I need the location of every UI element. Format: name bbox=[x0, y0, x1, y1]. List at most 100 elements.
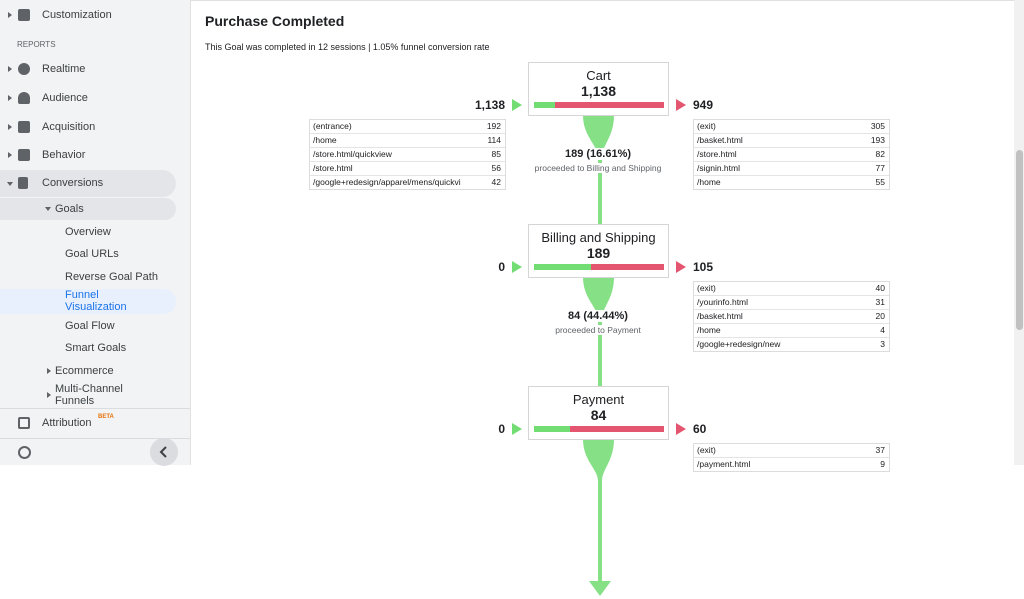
proceeded-to: proceeded to Billing and Shipping bbox=[532, 163, 664, 173]
nav-item[interactable]: Attribution bbox=[42, 417, 92, 429]
icon bbox=[18, 9, 30, 21]
stage-name: Cart bbox=[586, 68, 611, 83]
table-row: /google+redesign/apparel/mens/quickvi 42 bbox=[310, 176, 505, 189]
nav-item[interactable]: Audience bbox=[42, 92, 88, 104]
caret bbox=[8, 152, 12, 158]
divider bbox=[0, 408, 190, 409]
entry-arrow bbox=[512, 261, 522, 273]
funnel-arrow bbox=[583, 277, 614, 434]
icon bbox=[18, 121, 30, 133]
stage-name: Payment bbox=[572, 392, 625, 407]
table-row: /home 114 bbox=[310, 134, 505, 148]
divider bbox=[0, 438, 190, 439]
page-table: (exit) 37/payment.html 9 bbox=[693, 443, 890, 472]
icon bbox=[18, 177, 28, 189]
table-row: /yourinfo.html 31 bbox=[694, 296, 889, 310]
page-path: /basket.html bbox=[697, 135, 743, 145]
settings-icon[interactable] bbox=[18, 446, 31, 459]
top-border bbox=[191, 0, 1014, 1]
nav-item[interactable]: Reverse Goal Path bbox=[65, 271, 158, 283]
report-title: Purchase Completed bbox=[205, 13, 345, 29]
page-table: (exit) 305/basket.html 193/store.html 82/si… bbox=[693, 119, 890, 190]
page-path: /basket.html bbox=[697, 311, 743, 321]
nav-item[interactable]: Acquisition bbox=[42, 121, 96, 133]
beta-badge: BETA bbox=[98, 414, 114, 420]
page-count: 37 bbox=[875, 445, 885, 455]
nav-item[interactable]: Goal URLs bbox=[65, 248, 119, 260]
table-row: /google+redesign/new 3 bbox=[694, 338, 889, 351]
table-row: /payment.html 9 bbox=[694, 458, 889, 471]
page-count: 193 bbox=[870, 135, 885, 145]
nav-item[interactable]: Goal Flow bbox=[65, 320, 115, 332]
nav-item-selected[interactable]: Funnel Visualization bbox=[65, 289, 127, 313]
page-path: /home bbox=[697, 177, 721, 187]
caret bbox=[45, 207, 51, 211]
page-count: 20 bbox=[875, 311, 885, 321]
proceeded: 189 (16.61%) proceeded to Billing and Shi… bbox=[528, 146, 668, 174]
entry-arrow bbox=[512, 99, 522, 111]
table-row: /store.html 82 bbox=[694, 148, 889, 162]
funnel-shape bbox=[583, 277, 614, 434]
table-row: /home 55 bbox=[694, 176, 889, 189]
entrances: 0 bbox=[498, 422, 505, 436]
nav-item[interactable]: Conversions bbox=[42, 177, 104, 189]
selected-highlight bbox=[0, 289, 176, 314]
table-row: /store.html 56 bbox=[310, 162, 505, 176]
page-count: 31 bbox=[875, 297, 885, 307]
entrances: 0 bbox=[498, 260, 505, 274]
page-path: /store.html bbox=[313, 163, 353, 173]
nav-item[interactable]: Smart Goals bbox=[65, 342, 127, 354]
section-label: REPORTS bbox=[17, 40, 56, 49]
proceeded-count: 189 (16.61%) bbox=[562, 148, 634, 160]
caret bbox=[8, 95, 12, 101]
highlight bbox=[0, 170, 176, 197]
caret bbox=[47, 392, 51, 398]
exit-arrow bbox=[676, 423, 686, 435]
table-row: (entrance) 192 bbox=[310, 120, 505, 134]
page-count: 56 bbox=[491, 163, 501, 173]
page-count: 85 bbox=[491, 149, 501, 159]
page-count: 40 bbox=[875, 283, 885, 293]
nav-item[interactable]: Behavior bbox=[42, 149, 86, 161]
bar-continue bbox=[534, 264, 592, 270]
page-path: (exit) bbox=[697, 121, 716, 131]
nav-item[interactable]: Overview bbox=[65, 226, 111, 238]
icon bbox=[18, 417, 30, 429]
nav-item[interactable]: Realtime bbox=[42, 63, 86, 75]
nav-item[interactable]: Ecommerce bbox=[55, 365, 114, 377]
triangle bbox=[512, 99, 522, 111]
collapse-button[interactable] bbox=[150, 438, 178, 466]
table-row: (exit) 305 bbox=[694, 120, 889, 134]
page-count: 42 bbox=[491, 177, 501, 187]
exit-arrow bbox=[676, 99, 686, 111]
caret bbox=[8, 66, 12, 72]
table-row: /basket.html 193 bbox=[694, 134, 889, 148]
triangle bbox=[676, 423, 686, 435]
nav-item[interactable]: Goals bbox=[55, 203, 84, 215]
table-row: /signin.html 77 bbox=[694, 162, 889, 176]
nav-item[interactable]: Multi-Channel Funnels bbox=[55, 383, 123, 407]
page-table: (entrance) 192/home 114/store.html/quickvi… bbox=[309, 119, 506, 190]
triangle bbox=[512, 261, 522, 273]
funnel-shape bbox=[583, 439, 614, 596]
proceeded-line: 189 (16.61%) bbox=[528, 146, 668, 161]
proceeded-line: proceeded to Billing and Shipping bbox=[528, 161, 668, 174]
triangle bbox=[676, 99, 686, 111]
stage-box: Payment 84 bbox=[528, 386, 669, 440]
stage-bar bbox=[534, 102, 664, 108]
caret bbox=[8, 12, 12, 18]
summary: This Goal was completed in 12 sessions |… bbox=[205, 42, 490, 52]
page-count: 3 bbox=[880, 339, 885, 349]
page-count: 192 bbox=[486, 121, 501, 131]
stage-box: Cart 1,138 bbox=[528, 62, 669, 116]
exits: 60 bbox=[693, 422, 707, 436]
page-path: /signin.html bbox=[697, 163, 740, 173]
stage-bar bbox=[534, 426, 664, 432]
nav-item[interactable]: Customization bbox=[42, 9, 112, 21]
page-path: (exit) bbox=[697, 283, 716, 293]
proceeded-to: proceeded to Payment bbox=[553, 325, 643, 335]
proceeded-line: proceeded to Payment bbox=[528, 323, 668, 336]
proceeded-line: 84 (44.44%) bbox=[528, 308, 668, 323]
scrollbar-thumb[interactable] bbox=[1016, 150, 1023, 330]
exits: 949 bbox=[693, 98, 714, 112]
